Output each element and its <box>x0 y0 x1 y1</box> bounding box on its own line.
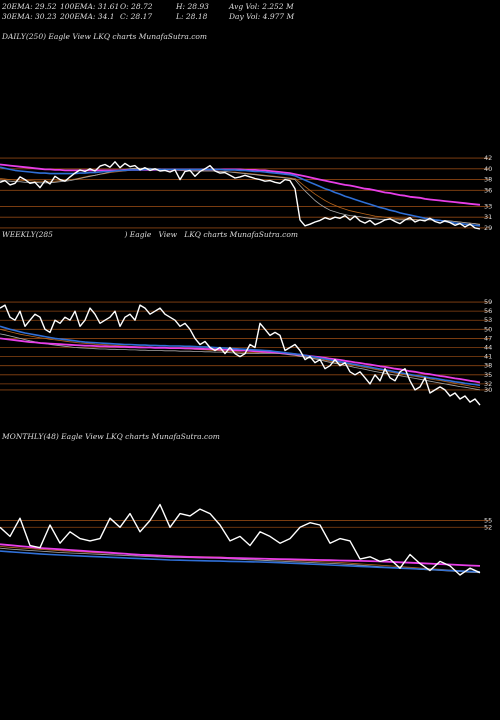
y-tick-label: 44 <box>484 344 492 352</box>
ema-100-line <box>0 166 481 227</box>
ema-200-line <box>0 337 481 384</box>
y-tick-label: 38 <box>484 176 492 184</box>
y-tick-label: 31 <box>484 213 492 221</box>
ema100-readout: 100EMA: 31.61 <box>60 2 120 11</box>
ema20-readout: 20EMA: 29.52 <box>2 2 57 11</box>
y-tick-label: 41 <box>484 353 492 361</box>
y-tick-label: 50 <box>484 325 492 333</box>
y-tick-label: 55 <box>484 516 492 524</box>
ema-200-line <box>0 543 481 567</box>
y-tick-label: 52 <box>484 523 492 531</box>
close-readout: C: 28.17 <box>120 12 153 21</box>
ema-30-line <box>0 169 481 225</box>
monthly-panel-title: MONTHLY(48) Eagle View LKQ charts Munafa… <box>2 432 220 441</box>
ema200-readout: 200EMA: 34.1 <box>60 12 115 21</box>
price-line <box>0 161 481 230</box>
price-line <box>0 304 481 406</box>
y-tick-label: 47 <box>484 334 492 342</box>
price-line <box>0 503 481 576</box>
open-readout: O: 28.72 <box>120 2 153 11</box>
y-tick-label: 42 <box>484 154 492 162</box>
y-tick-label: 59 <box>484 298 492 306</box>
y-tick-label: 56 <box>484 307 492 315</box>
y-tick-label: 29 <box>484 224 492 232</box>
low-readout: L: 28.18 <box>176 12 208 21</box>
y-tick-label: 32 <box>484 380 492 388</box>
high-readout: H: 28.93 <box>176 2 209 11</box>
y-tick-label: 35 <box>484 371 492 379</box>
y-tick-label: 33 <box>484 202 492 210</box>
avg-vol-readout: Avg Vol: 2.252 M <box>229 2 294 11</box>
day-vol-readout: Day Vol: 4.977 M <box>229 12 295 21</box>
y-tick-label: 30 <box>484 386 492 394</box>
y-tick-label: 53 <box>484 316 492 324</box>
ema30-readout: 30EMA: 30.23 <box>2 12 57 21</box>
y-tick-label: 38 <box>484 362 492 370</box>
ema-20-line <box>0 167 481 226</box>
y-tick-label: 36 <box>484 186 492 194</box>
ema-20-line <box>0 333 481 391</box>
weekly-panel-title: WEEKLY(285 ) Eagle View LKQ charts Munaf… <box>2 230 298 239</box>
daily-panel-title: DAILY(250) Eagle View LKQ charts MunafaS… <box>2 32 208 41</box>
y-tick-label: 40 <box>484 165 492 173</box>
panel-0: 42 40 38 36 33 31 29 <box>0 154 492 232</box>
ema-30-line <box>0 328 481 388</box>
ema-100-line <box>0 550 481 573</box>
